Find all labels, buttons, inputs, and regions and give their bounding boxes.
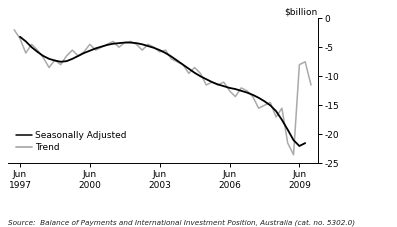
Trend: [204, 78, 208, 81]
Trend: [35, 50, 40, 53]
Trend: [274, 110, 278, 113]
Text: $billion: $billion: [284, 8, 318, 17]
Trend: [111, 42, 116, 45]
Seasonally Adjusted: [204, 84, 208, 86]
Trend: [99, 45, 104, 48]
Trend: [251, 94, 255, 96]
Trend: [41, 54, 46, 57]
Trend: [163, 52, 168, 54]
Trend: [157, 49, 162, 52]
Seasonally Adjusted: [285, 142, 290, 144]
Seasonally Adjusted: [12, 28, 17, 31]
Trend: [52, 59, 57, 62]
Legend: Seasonally Adjusted, Trend: Seasonally Adjusted, Trend: [15, 131, 127, 152]
Trend: [262, 100, 267, 103]
Trend: [256, 96, 261, 99]
Trend: [279, 118, 284, 121]
Seasonally Adjusted: [152, 46, 156, 49]
Seasonally Adjusted: [192, 66, 197, 69]
Seasonally Adjusted: [117, 46, 121, 49]
Trend: [291, 139, 296, 142]
Trend: [181, 63, 185, 66]
Trend: [128, 41, 133, 44]
Trend: [87, 49, 92, 52]
Trend: [187, 67, 191, 70]
Trend: [216, 83, 220, 86]
Trend: [210, 81, 214, 84]
Trend: [192, 72, 197, 74]
Trend: [221, 85, 226, 88]
Trend: [175, 59, 179, 62]
Seasonally Adjusted: [291, 153, 296, 156]
Trend: [58, 60, 63, 63]
Line: Seasonally Adjusted: Seasonally Adjusted: [14, 30, 311, 155]
Trend: [29, 46, 34, 49]
Trend: [82, 52, 87, 54]
Seasonally Adjusted: [308, 84, 313, 86]
Seasonally Adjusted: [35, 49, 40, 52]
Trend: [105, 44, 110, 46]
Trend: [169, 55, 174, 58]
Trend: [17, 35, 22, 38]
Text: Source:  Balance of Payments and International Investment Position, Australia (c: Source: Balance of Payments and Internat…: [8, 219, 355, 226]
Trend: [134, 42, 139, 44]
Trend: [245, 91, 249, 94]
Trend: [198, 75, 203, 78]
Trend: [268, 104, 273, 107]
Line: Trend: Trend: [20, 37, 305, 146]
Trend: [285, 128, 290, 131]
Trend: [303, 142, 308, 144]
Trend: [146, 45, 150, 47]
Trend: [233, 88, 238, 90]
Trend: [70, 57, 75, 60]
Trend: [64, 60, 69, 62]
Trend: [76, 54, 81, 57]
Trend: [117, 42, 121, 44]
Trend: [239, 89, 243, 92]
Trend: [93, 47, 98, 50]
Trend: [23, 40, 28, 43]
Trend: [227, 86, 232, 89]
Trend: [122, 41, 127, 44]
Trend: [140, 43, 145, 46]
Trend: [152, 47, 156, 49]
Trend: [47, 57, 52, 60]
Trend: [297, 145, 302, 147]
